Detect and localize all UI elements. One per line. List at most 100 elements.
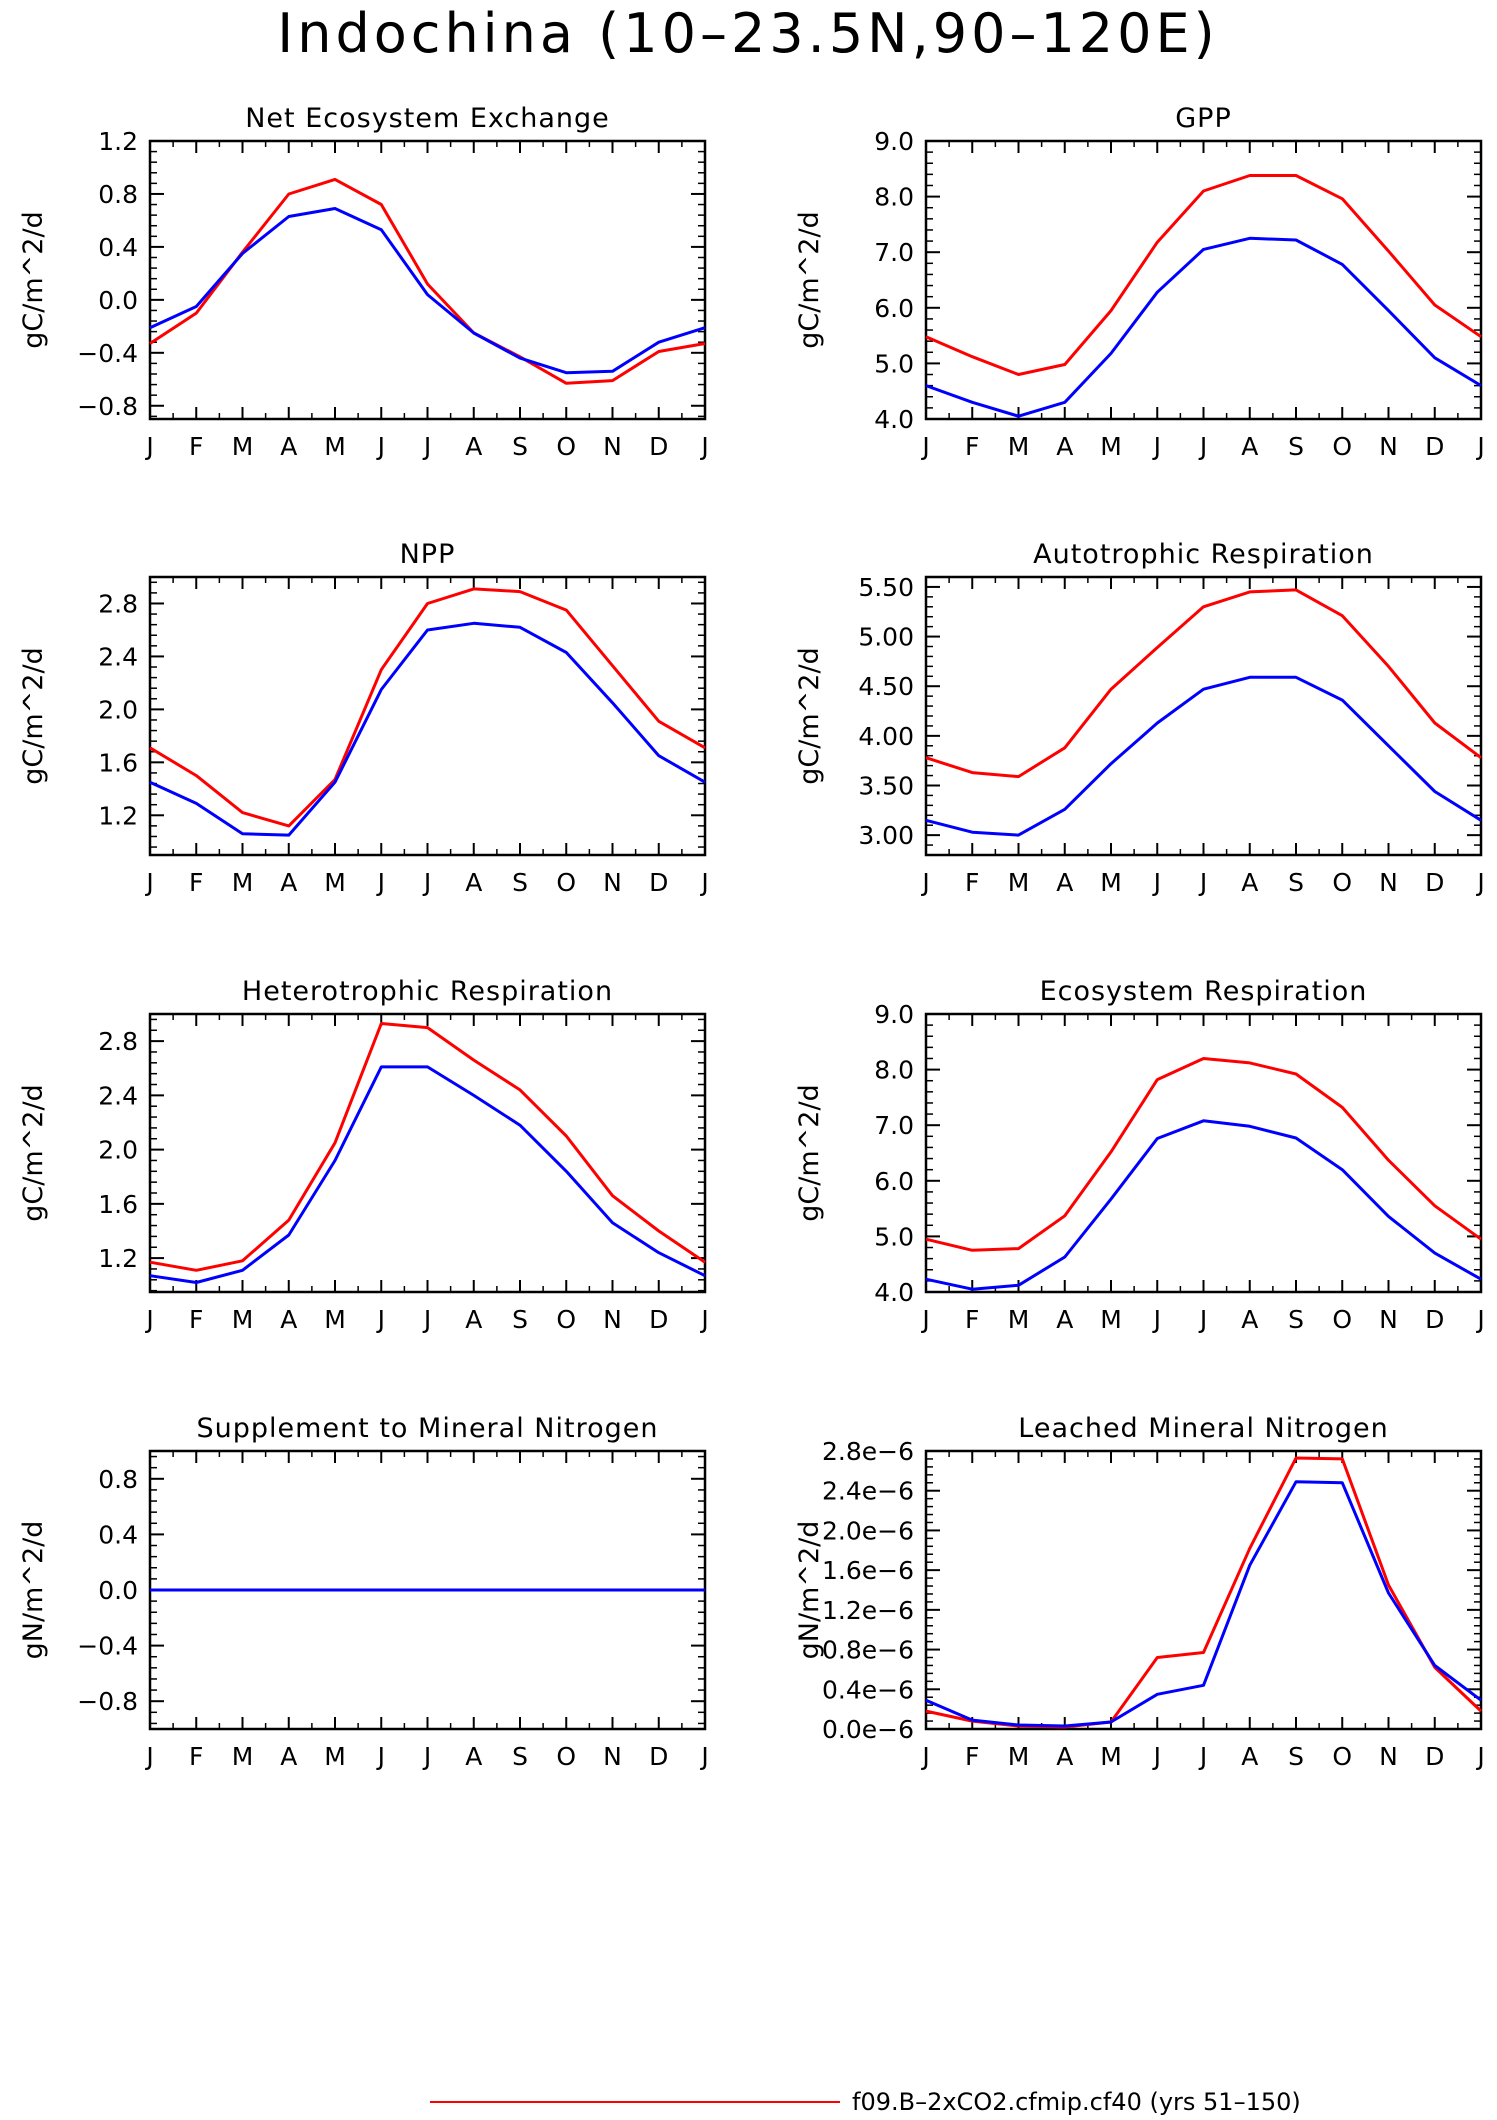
x-tick-label: S xyxy=(1288,868,1304,897)
chart-title: Leached Mineral Nitrogen xyxy=(1018,1413,1388,1444)
y-tick-label: −0.8 xyxy=(77,1687,138,1716)
x-tick-label: M xyxy=(232,868,254,897)
y-tick-label: 7.0 xyxy=(874,238,914,267)
x-tick-label: S xyxy=(1288,432,1304,461)
x-tick-label: F xyxy=(189,868,203,897)
x-tick-label: M xyxy=(232,1305,254,1334)
y-axis-label: gN/m^2/d xyxy=(794,1521,825,1660)
y-tick-label: 5.00 xyxy=(858,623,914,652)
x-tick-label: J xyxy=(1198,868,1207,897)
x-tick-label: N xyxy=(1379,868,1398,897)
x-tick-label: J xyxy=(376,1742,385,1771)
plot-frame xyxy=(148,139,707,421)
x-tick-label: M xyxy=(324,868,346,897)
series-line-control xyxy=(925,1119,1482,1291)
y-tick-label: 0.0 xyxy=(98,286,138,315)
x-tick-label: J xyxy=(1475,432,1484,461)
x-tick-label: O xyxy=(1332,1742,1352,1771)
x-tick-label: O xyxy=(1332,432,1352,461)
x-tick-label: M xyxy=(324,1742,346,1771)
y-tick-label: 6.0 xyxy=(874,1167,914,1196)
plot-frame xyxy=(148,575,707,857)
x-tick-label: J xyxy=(1475,1742,1484,1771)
x-tick-label: D xyxy=(649,1742,668,1771)
page-title: Indochina (10–23.5N,90–120E) xyxy=(277,2,1218,65)
series-line-control xyxy=(925,1480,1482,1728)
x-tick-label: J xyxy=(144,1742,153,1771)
x-tick-label: O xyxy=(556,432,576,461)
series-line-case xyxy=(925,588,1482,779)
x-tick-label: J xyxy=(144,432,153,461)
x-tick-label: O xyxy=(556,1742,576,1771)
y-tick-label: 4.0 xyxy=(874,1278,914,1307)
y-tick-label: 1.2 xyxy=(98,1244,138,1273)
x-tick-label: S xyxy=(1288,1742,1304,1771)
y-tick-label: −0.8 xyxy=(77,392,138,421)
series-line-control xyxy=(149,1065,706,1284)
plot-frame xyxy=(148,1012,707,1294)
x-tick-label: A xyxy=(1056,1305,1073,1334)
x-tick-label: A xyxy=(1241,432,1258,461)
x-tick-label: J xyxy=(1198,1305,1207,1334)
series-line-control xyxy=(149,207,706,375)
x-tick-label: M xyxy=(324,432,346,461)
y-tick-label: 2.0 xyxy=(98,1136,138,1165)
y-tick-label: 2.4e−6 xyxy=(822,1477,914,1506)
x-tick-label: S xyxy=(512,1305,528,1334)
x-tick-label: F xyxy=(965,1742,979,1771)
x-tick-label: N xyxy=(603,432,622,461)
y-tick-label: 1.2 xyxy=(98,127,138,156)
y-tick-label: 0.4 xyxy=(98,1520,138,1549)
x-tick-label: O xyxy=(556,868,576,897)
x-tick-label: D xyxy=(649,432,668,461)
series-line-control xyxy=(925,236,1482,418)
y-tick-label: 8.0 xyxy=(874,183,914,212)
x-tick-label: N xyxy=(1379,1305,1398,1334)
x-tick-label: F xyxy=(189,1305,203,1334)
x-tick-label: M xyxy=(232,432,254,461)
y-tick-label: 3.50 xyxy=(858,772,914,801)
y-tick-label: 8.0 xyxy=(874,1056,914,1085)
x-tick-label: D xyxy=(1425,1742,1444,1771)
x-tick-label: N xyxy=(603,1305,622,1334)
y-tick-label: 0.8 xyxy=(98,180,138,209)
x-tick-label: J xyxy=(920,1742,929,1771)
x-tick-label: J xyxy=(920,868,929,897)
x-tick-label: J xyxy=(376,868,385,897)
series-line-control xyxy=(925,675,1482,837)
x-tick-label: A xyxy=(1056,868,1073,897)
x-tick-label: J xyxy=(920,432,929,461)
chart-title: NPP xyxy=(400,539,456,570)
x-tick-label: D xyxy=(649,1305,668,1334)
x-tick-label: O xyxy=(1332,1305,1352,1334)
x-tick-label: A xyxy=(465,1742,482,1771)
x-tick-label: A xyxy=(280,868,297,897)
x-tick-label: J xyxy=(1152,1742,1161,1771)
x-tick-label: F xyxy=(189,432,203,461)
y-tick-label: 1.6e−6 xyxy=(822,1556,914,1585)
y-axis-label: gC/m^2/d xyxy=(18,1084,49,1221)
y-tick-label: 5.0 xyxy=(874,349,914,378)
series-line-case xyxy=(149,1022,706,1272)
x-tick-label: J xyxy=(1198,432,1207,461)
x-tick-label: J xyxy=(699,1742,708,1771)
y-tick-label: 4.00 xyxy=(858,722,914,751)
x-tick-label: N xyxy=(603,1742,622,1771)
x-tick-label: O xyxy=(556,1305,576,1334)
x-tick-label: N xyxy=(603,868,622,897)
x-tick-label: M xyxy=(1100,432,1122,461)
x-tick-label: A xyxy=(1056,1742,1073,1771)
y-tick-label: 2.0e−6 xyxy=(822,1516,914,1545)
y-axis-label: gC/m^2/d xyxy=(794,211,825,348)
y-tick-label: 5.50 xyxy=(858,573,914,602)
x-tick-label: M xyxy=(1008,432,1030,461)
x-tick-label: J xyxy=(1198,1742,1207,1771)
y-axis-label: gC/m^2/d xyxy=(794,1084,825,1221)
x-tick-label: J xyxy=(1152,432,1161,461)
x-tick-label: M xyxy=(1100,868,1122,897)
series-line-case xyxy=(149,587,706,828)
